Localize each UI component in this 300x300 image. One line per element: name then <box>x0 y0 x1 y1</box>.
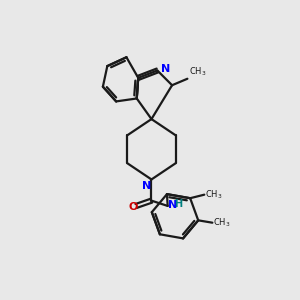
Text: N: N <box>142 181 151 190</box>
Text: O: O <box>128 202 138 212</box>
Text: N: N <box>168 200 178 210</box>
Text: CH$_3$: CH$_3$ <box>189 66 206 78</box>
Text: H: H <box>174 200 182 209</box>
Text: CH$_3$: CH$_3$ <box>205 188 223 201</box>
Text: CH$_3$: CH$_3$ <box>213 216 231 229</box>
Text: N: N <box>161 64 170 74</box>
